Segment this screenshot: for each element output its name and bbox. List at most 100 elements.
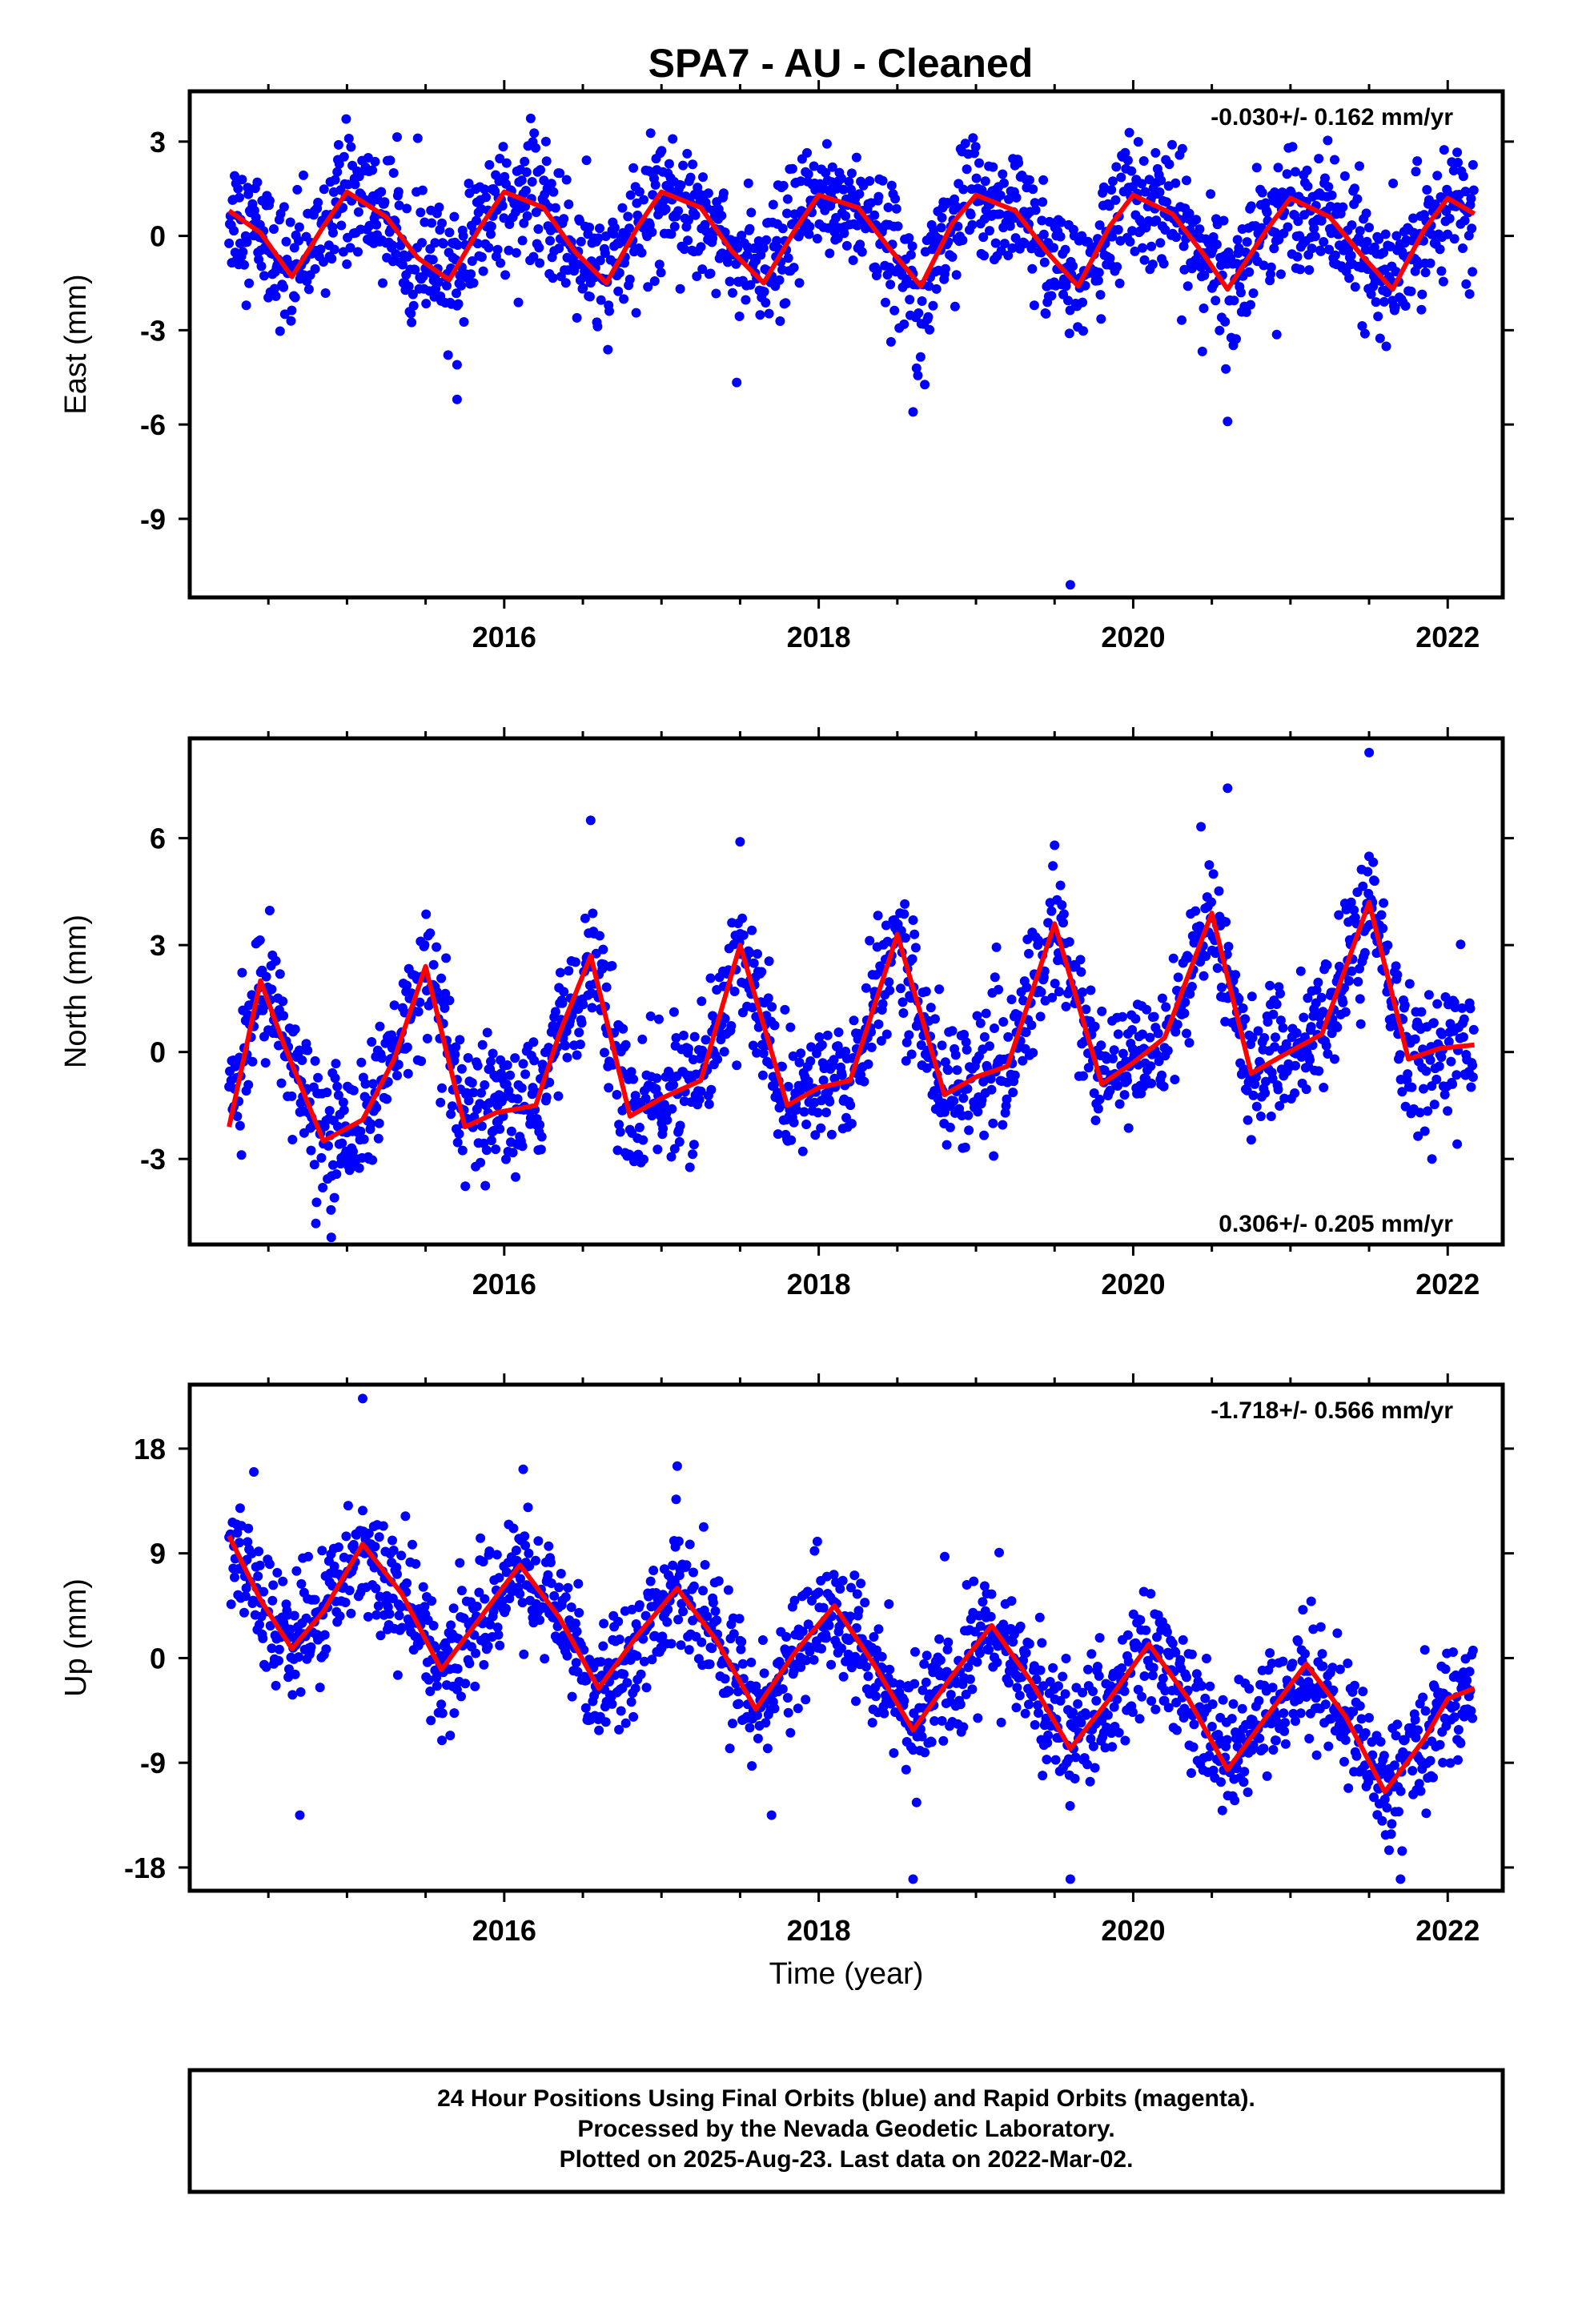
data-point xyxy=(669,1080,678,1090)
data-point xyxy=(1248,1740,1259,1751)
data-point xyxy=(456,1063,467,1074)
data-point xyxy=(1149,1011,1159,1022)
data-point xyxy=(1109,1045,1119,1055)
data-point xyxy=(1090,1763,1100,1773)
data-point xyxy=(1275,1101,1285,1111)
data-point xyxy=(1124,127,1134,138)
data-point xyxy=(911,1797,921,1807)
data-point xyxy=(417,238,427,248)
data-point xyxy=(1125,236,1135,247)
data-point xyxy=(1030,205,1041,215)
data-point xyxy=(1141,1625,1151,1635)
data-point xyxy=(1369,1792,1379,1803)
data-point xyxy=(443,1646,453,1656)
data-point xyxy=(1089,1088,1099,1098)
data-point xyxy=(468,1088,479,1098)
data-point xyxy=(1357,321,1367,331)
data-point xyxy=(453,299,464,309)
chart-title: SPA7 - AU - Cleaned xyxy=(648,41,1034,86)
data-point xyxy=(728,1719,737,1729)
data-point xyxy=(498,142,508,152)
data-point xyxy=(1020,1708,1030,1719)
data-point xyxy=(1391,1731,1401,1741)
data-point xyxy=(432,942,442,952)
data-point xyxy=(520,1540,531,1550)
x-tick-label: 2016 xyxy=(472,1268,536,1301)
data-point xyxy=(1170,1027,1181,1037)
data-point xyxy=(452,1663,463,1674)
fit-line xyxy=(227,189,1476,292)
data-point xyxy=(360,1079,371,1089)
data-point xyxy=(416,1056,427,1067)
data-point xyxy=(1117,1663,1127,1673)
data-point xyxy=(675,283,685,294)
data-point xyxy=(885,279,896,290)
data-point xyxy=(643,282,653,292)
data-point xyxy=(684,215,693,225)
data-point xyxy=(741,295,751,305)
data-point xyxy=(482,1027,492,1038)
data-point xyxy=(1243,1787,1253,1797)
data-point xyxy=(1024,1638,1034,1649)
data-point xyxy=(535,258,545,268)
data-point xyxy=(1392,1719,1403,1730)
data-point xyxy=(802,147,812,158)
data-point xyxy=(1266,1112,1276,1121)
data-point xyxy=(254,1546,264,1557)
data-point xyxy=(1366,289,1376,300)
data-point xyxy=(1086,1734,1096,1744)
data-point xyxy=(400,1511,411,1522)
data-point xyxy=(464,1096,474,1106)
data-point xyxy=(1156,175,1166,186)
data-point xyxy=(377,1053,387,1063)
data-point xyxy=(974,1648,985,1659)
data-point xyxy=(1088,1741,1098,1751)
data-point xyxy=(425,928,436,939)
data-point xyxy=(1186,982,1197,991)
data-point xyxy=(1239,1777,1249,1787)
rate-annotation: -0.030+/- 0.162 mm/yr xyxy=(1211,104,1453,131)
data-point xyxy=(1380,229,1391,239)
data-point xyxy=(1437,1029,1447,1039)
data-point xyxy=(1299,1012,1309,1023)
data-point xyxy=(688,159,698,170)
data-point xyxy=(306,1642,316,1652)
data-point xyxy=(1012,1683,1022,1693)
data-point xyxy=(885,985,895,995)
data-point xyxy=(541,1092,552,1103)
data-point xyxy=(278,996,288,1007)
data-point xyxy=(958,184,969,195)
data-point xyxy=(937,212,947,223)
data-point xyxy=(1222,1735,1232,1745)
data-point xyxy=(705,973,716,983)
data-point xyxy=(332,167,343,177)
data-point xyxy=(669,221,680,231)
data-point xyxy=(1468,159,1478,170)
data-point xyxy=(1419,1084,1428,1094)
data-point xyxy=(264,1559,275,1570)
data-point xyxy=(1460,187,1471,197)
data-point xyxy=(1246,300,1255,310)
data-point xyxy=(375,1021,385,1031)
data-point xyxy=(706,1084,717,1095)
data-point xyxy=(540,136,551,147)
data-point xyxy=(549,1590,560,1601)
data-point xyxy=(652,1073,662,1084)
data-point xyxy=(849,1015,859,1026)
data-point xyxy=(623,211,633,222)
data-point xyxy=(801,1695,811,1705)
data-point xyxy=(275,969,285,979)
data-point xyxy=(1397,1846,1407,1856)
data-point xyxy=(1346,251,1356,261)
data-point xyxy=(676,180,686,191)
data-point xyxy=(550,203,560,213)
data-point xyxy=(786,1135,797,1145)
data-point xyxy=(1379,1751,1389,1761)
data-point xyxy=(1382,1803,1392,1813)
data-point xyxy=(370,1542,380,1552)
data-point xyxy=(972,1657,982,1667)
data-point xyxy=(1279,1726,1290,1736)
data-point xyxy=(1160,225,1170,235)
data-point xyxy=(402,1042,412,1052)
data-point xyxy=(1096,1040,1106,1051)
